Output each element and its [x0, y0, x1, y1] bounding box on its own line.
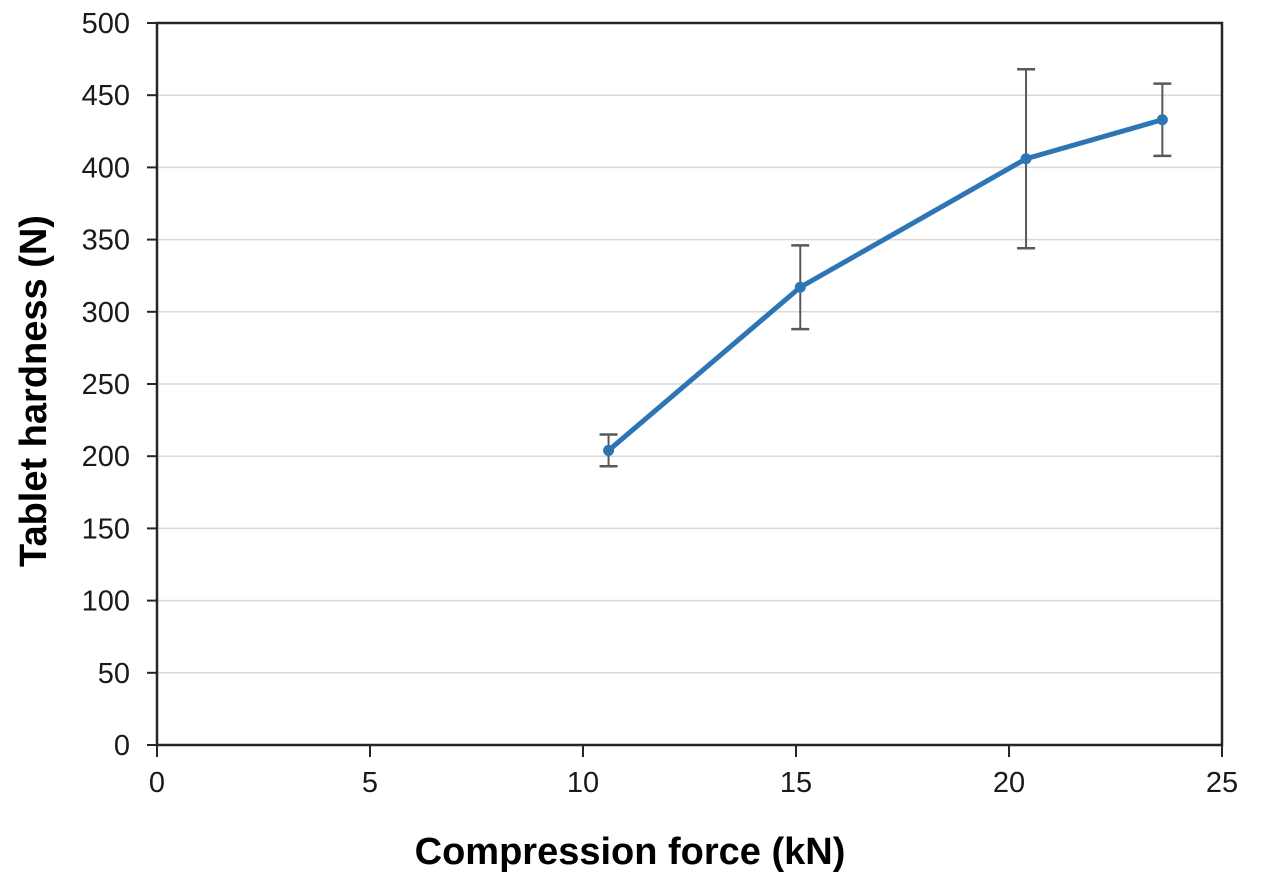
y-tick-label-200: 200 [82, 441, 130, 473]
x-tick-label-20: 20 [993, 767, 1025, 799]
data-point-marker [1020, 153, 1032, 165]
y-tick-label-250: 250 [82, 369, 130, 401]
x-axis-title: Compression force (kN) [415, 831, 846, 873]
y-tick-label-450: 450 [82, 80, 130, 112]
data-point-marker [794, 281, 806, 293]
x-tick-label-0: 0 [149, 767, 165, 799]
y-tick-label-100: 100 [82, 586, 130, 618]
data-line [606, 117, 1165, 453]
plot-border [155, 21, 1224, 747]
y-tick-label-350: 350 [82, 225, 130, 257]
y-tick-label-500: 500 [82, 8, 130, 40]
error-bar-layer [599, 67, 1172, 468]
x-tick-label-5: 5 [362, 767, 378, 799]
data-point-marker [603, 444, 615, 456]
x-tick-label-15: 15 [780, 767, 812, 799]
y-tick-label-50: 50 [98, 658, 130, 690]
x-tick-label-25: 25 [1206, 767, 1238, 799]
y-tick-label-150: 150 [82, 513, 130, 545]
tick-mark-layer [147, 22, 1223, 757]
y-tick-label-300: 300 [82, 297, 130, 329]
data-series-layer [603, 114, 1168, 456]
y-tick-label-0: 0 [114, 730, 130, 762]
plot-border-layer [155, 21, 1224, 747]
data-point-marker [1156, 114, 1168, 126]
y-tick-label-400: 400 [82, 152, 130, 184]
x-tick-label-10: 10 [567, 767, 599, 799]
y-axis-title: Tablet hardness (N) [13, 215, 55, 567]
